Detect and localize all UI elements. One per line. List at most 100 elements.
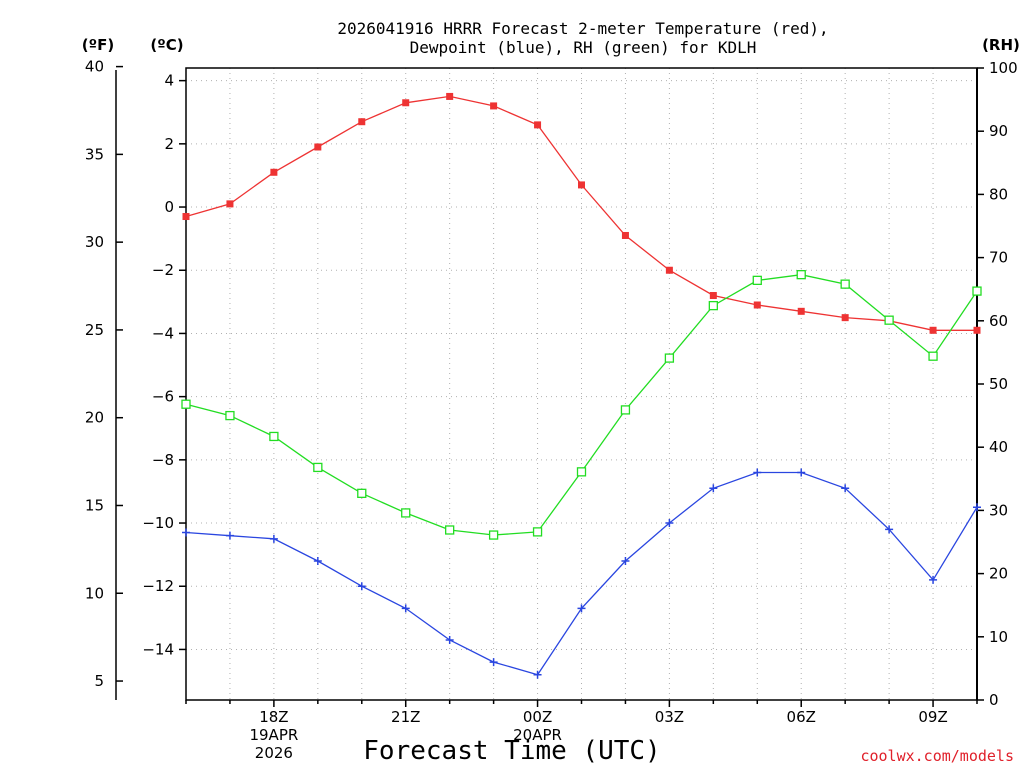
dewpoint-data-point [489, 658, 498, 667]
celsius-tick-label: −12 [142, 577, 174, 595]
dewpoint-data-point [445, 635, 454, 644]
dewpoint-data-point [709, 484, 718, 493]
dewpoint-data-point [841, 484, 850, 493]
rh-tick-label: 80 [989, 185, 1008, 203]
temperature-data-point [973, 326, 981, 334]
dewpoint-data-point [182, 528, 190, 537]
temperature-data-point [753, 301, 761, 309]
rh-data-point [972, 286, 982, 296]
rh-tick-label: 20 [989, 565, 1008, 583]
temperature-data-point [665, 266, 673, 274]
temperature-data-point [709, 292, 717, 300]
celsius-tick-label: −14 [142, 640, 174, 658]
temperature-data-point [446, 92, 454, 100]
dewpoint-data-point [621, 556, 630, 565]
dewpoint-data-point [577, 604, 586, 613]
celsius-tick-label: −8 [152, 451, 174, 469]
rh-data-point [313, 462, 323, 473]
x-tick-label: 19APR [249, 726, 298, 744]
rh-data-point [445, 525, 455, 535]
dewpoint-data-point [973, 503, 981, 512]
rh-data-point [401, 508, 411, 518]
dewpoint-data-point [401, 604, 410, 613]
dewpoint-data-point [665, 519, 674, 528]
rh-data-point [225, 410, 235, 421]
dewpoint-data-point [357, 582, 366, 591]
dewpoint-data-point [533, 670, 542, 679]
temperature-data-point [534, 121, 542, 129]
gridlines [186, 68, 977, 700]
temperature-data-point [929, 326, 937, 334]
rh-data-point [488, 530, 499, 540]
celsius-tick-label: 0 [164, 198, 174, 216]
celsius-tick-label: 4 [164, 72, 174, 90]
rh-data-point [928, 351, 938, 361]
rh-data-point [752, 275, 762, 286]
x-tick-label: 21Z [391, 708, 420, 726]
chart-title-line-2: Dewpoint (blue), RH (green) for KDLH [410, 38, 757, 57]
rh-data-point [708, 300, 718, 311]
x-tick-label: 06Z [787, 708, 816, 726]
dewpoint-data-point [269, 534, 278, 543]
rh-data-point [664, 353, 675, 363]
rh-data-point [269, 431, 279, 442]
temperature-data-point [841, 314, 849, 322]
fahrenheit-tick-label: 30 [85, 233, 104, 251]
rh-data-point [532, 527, 543, 537]
dewpoint-data-point [225, 531, 234, 540]
celsius-tick-label: 2 [164, 135, 174, 153]
rh-tick-label: 50 [989, 375, 1008, 393]
rh-data-point [840, 279, 850, 289]
temperature-data-point [270, 168, 278, 176]
fahrenheit-unit-label: (ºF) [82, 36, 114, 54]
x-tick-label: 20APR [513, 726, 562, 744]
rh-tick-label: 60 [989, 312, 1008, 330]
fahrenheit-tick-label: 5 [94, 672, 104, 690]
fahrenheit-tick-label: 35 [85, 145, 104, 163]
x-tick-label: 00Z [523, 708, 552, 726]
x-tick-label: 09Z [918, 708, 947, 726]
rh-data-point [620, 405, 631, 415]
temperature-data-point [490, 102, 498, 110]
x-tick-label: 18Z [259, 708, 288, 726]
temperature-data-point [578, 181, 585, 189]
celsius-tick-label: −6 [152, 388, 174, 406]
temperature-data-point [226, 200, 234, 208]
fahrenheit-tick-label: 15 [85, 496, 104, 514]
rh-tick-label: 40 [989, 438, 1008, 456]
temperature-data-point [182, 213, 190, 221]
celsius-tick-label: −4 [152, 324, 174, 342]
x-tick-label: 2026 [255, 744, 293, 762]
temperature-data-point [621, 231, 629, 239]
rh-data-point [576, 467, 587, 477]
dewpoint-data-point [885, 525, 894, 534]
fahrenheit-tick-label: 20 [85, 409, 104, 427]
rh-data-point [181, 399, 191, 409]
dewpoint-data-point [929, 575, 938, 584]
fahrenheit-tick-label: 40 [85, 58, 104, 76]
dewpoint-data-point [753, 468, 762, 477]
rh-data-point [357, 488, 367, 498]
credit-text: coolwx.com/models [860, 747, 1014, 765]
rh-tick-label: 10 [989, 628, 1008, 646]
temperature-data-point [402, 99, 410, 107]
x-axis-title: Forecast Time (UTC) [363, 736, 660, 766]
temperature-data-point [797, 307, 805, 315]
fahrenheit-tick-label: 10 [85, 584, 104, 602]
celsius-unit-label: (ºC) [150, 36, 183, 54]
celsius-tick-label: −10 [142, 514, 174, 532]
axis-ticks: 420−2−4−6−8−10−12−1440353025201510510090… [85, 58, 1018, 762]
x-tick-label: 03Z [655, 708, 684, 726]
rh-tick-label: 70 [989, 249, 1008, 267]
rh-data-point [796, 270, 806, 280]
fahrenheit-tick-label: 25 [85, 321, 104, 339]
rh-tick-label: 30 [989, 501, 1008, 519]
rh-data-point [884, 315, 894, 325]
dewpoint-data-point [313, 556, 322, 565]
rh-tick-label: 0 [989, 691, 999, 709]
temperature-data-point [358, 118, 366, 126]
rh-unit-label: (RH) [982, 36, 1020, 54]
dewpoint-data-point [797, 468, 806, 477]
temperature-data-point [314, 143, 322, 151]
